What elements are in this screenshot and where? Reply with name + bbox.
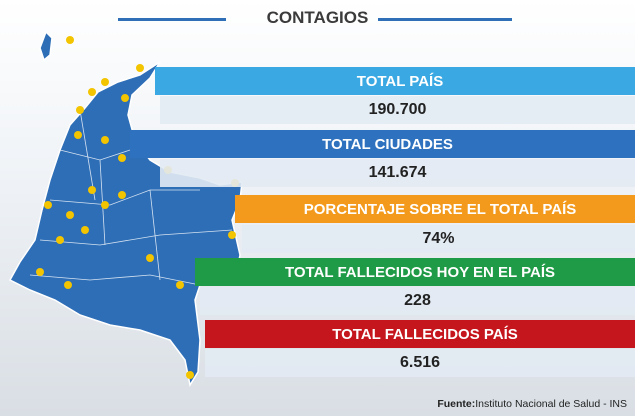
title-rule (118, 18, 226, 21)
panel-value: 228 (200, 287, 635, 315)
panel-label: TOTAL CIUDADES (130, 130, 635, 158)
panel-value: 141.674 (160, 159, 635, 187)
source-prefix: Fuente: (437, 398, 476, 410)
panel-value: 74% (242, 225, 635, 253)
panel-label: TOTAL FALLECIDOS HOY EN EL PAÍS (195, 258, 635, 286)
source: Fuente:Instituto Nacional de Salud - INS (437, 398, 627, 410)
panel-label: TOTAL PAÍS (155, 67, 635, 95)
panel-value: 6.516 (205, 349, 635, 377)
map-borders (29, 109, 233, 286)
title-rule (378, 18, 512, 21)
source-text: Instituto Nacional de Salud - INS (475, 398, 627, 410)
map-island (39, 30, 53, 62)
panel-label: TOTAL FALLECIDOS PAÍS (205, 320, 635, 348)
title: CONTAGIOS (266, 8, 369, 27)
panel-value: 190.700 (160, 96, 635, 124)
panel-label: PORCENTAJE SOBRE EL TOTAL PAÍS (235, 195, 635, 223)
